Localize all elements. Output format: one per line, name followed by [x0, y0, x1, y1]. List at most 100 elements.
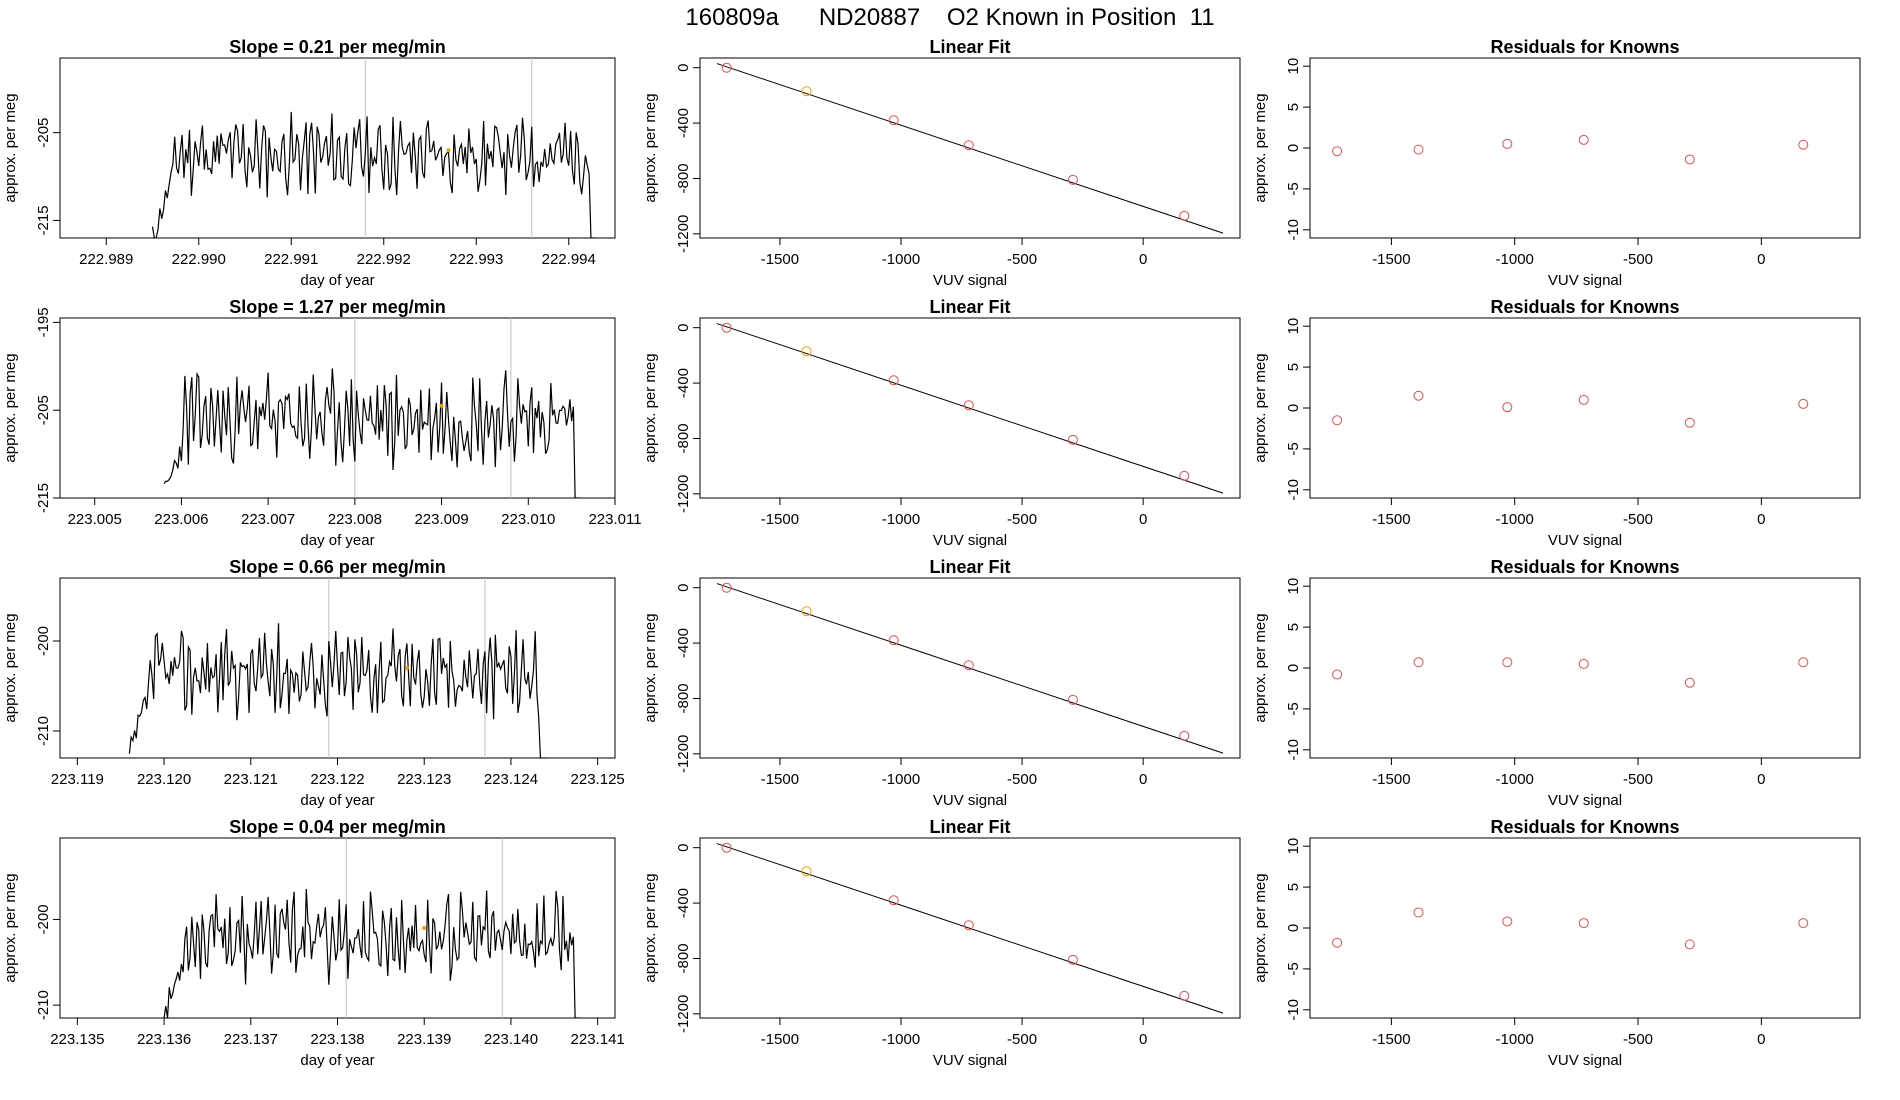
residual-point: [1578, 394, 1589, 405]
linear-fit-panel: Linear Fit VUV signal approx. per meg -1500…: [642, 557, 1241, 809]
linear-fit-title: Linear Fit: [929, 37, 1010, 57]
residuals-title: Residuals for Knowns: [1490, 557, 1679, 577]
fit-point: [1067, 174, 1078, 185]
fit-point: [1179, 990, 1190, 1001]
fit-point: [1067, 434, 1078, 445]
linear-fit-ytick-label: -400: [675, 108, 692, 138]
fit-point: [801, 866, 812, 877]
timeseries-line: [128, 623, 546, 758]
residual-point: [1798, 139, 1809, 150]
residuals-xtick-label: 0: [1757, 1031, 1765, 1048]
fit-point: [721, 842, 732, 853]
linear-fit-frame: [699, 837, 1241, 1019]
linear-fit-xtick-label: -1000: [882, 1031, 920, 1048]
residuals-xtick-label: -1000: [1496, 511, 1534, 528]
timeseries-xtick-label: 223.011: [588, 511, 641, 528]
linear-fit-xtick-label: -1500: [761, 771, 799, 788]
fit-line: [716, 323, 1224, 494]
linear-fit-ytick-label: -1200: [675, 995, 692, 1033]
timeseries-xlabel: day of year: [300, 1052, 374, 1069]
residuals-ytick-label: -5: [1285, 442, 1302, 455]
linear-fit-ylabel: approx. per meg: [642, 613, 659, 722]
residuals-ylabel: approx. per meg: [1252, 93, 1269, 202]
linear-fit-ytick-label: -400: [675, 888, 692, 918]
linear-fit-xtick-label: -500: [1007, 251, 1037, 268]
timeseries-xtick-label: 222.994: [542, 251, 596, 268]
residuals-ylabel: approx. per meg: [1252, 613, 1269, 722]
residuals-ylabel: approx. per meg: [1252, 873, 1269, 982]
residuals-panel: Residuals for Knowns VUV signal approx. pe…: [1252, 297, 1861, 549]
residuals-ytick-label: 5: [1285, 363, 1302, 371]
residuals-xtick-label: -500: [1623, 251, 1653, 268]
residuals-panel: Residuals for Knowns VUV signal approx. pe…: [1252, 817, 1861, 1069]
residuals-frame: [1309, 57, 1861, 239]
residuals-ytick-label: -5: [1285, 702, 1302, 715]
linear-fit-xtick-label: 0: [1139, 511, 1147, 528]
timeseries-highlight-point: [439, 403, 444, 408]
residuals-ytick-label: 0: [1285, 144, 1302, 152]
fit-point: [963, 920, 974, 931]
residuals-xtick-label: -1500: [1372, 251, 1410, 268]
timeseries-ytick-label: -215: [35, 483, 52, 513]
residual-point: [1578, 134, 1589, 145]
residual-point: [1798, 657, 1809, 668]
timeseries-xtick-label: 223.125: [571, 771, 625, 788]
residuals-ytick-label: 0: [1285, 404, 1302, 412]
residuals-ytick-label: 5: [1285, 103, 1302, 111]
timeseries-xtick-label: 223.121: [224, 771, 278, 788]
row-4: Slope = 0.04 per meg/min day of year appro…: [2, 817, 1861, 1069]
fit-point: [721, 62, 732, 73]
residuals-xtick-label: -500: [1623, 1031, 1653, 1048]
linear-fit-xtick-label: -1500: [761, 511, 799, 528]
timeseries-frame: [59, 57, 616, 239]
timeseries-xtick-label: 223.009: [414, 511, 468, 528]
linear-fit-frame: [699, 317, 1241, 499]
linear-fit-panel: Linear Fit VUV signal approx. per meg -1500…: [642, 297, 1241, 549]
timeseries-panel: Slope = 1.27 per meg/min day of year appro…: [2, 297, 642, 549]
residual-point: [1413, 657, 1424, 668]
timeseries-ytick-label: -205: [35, 395, 52, 425]
timeseries-xtick-label: 223.136: [137, 1031, 191, 1048]
residuals-frame: [1309, 837, 1861, 1019]
linear-fit-xtick-label: 0: [1139, 1031, 1147, 1048]
residual-point: [1502, 657, 1513, 668]
residuals-xlabel: VUV signal: [1548, 272, 1622, 289]
linear-fit-ytick-label: -800: [675, 943, 692, 973]
fit-point: [963, 140, 974, 151]
linear-fit-ylabel: approx. per meg: [642, 873, 659, 982]
residual-point: [1332, 146, 1343, 157]
fit-line: [716, 583, 1224, 754]
timeseries-highlight-point: [404, 666, 409, 670]
timeseries-ylabel: approx. per meg: [2, 613, 19, 722]
fit-point: [1179, 210, 1190, 221]
residuals-xtick-label: -1500: [1372, 771, 1410, 788]
timeseries-title: Slope = 0.04 per meg/min: [229, 817, 446, 837]
linear-fit-ylabel: approx. per meg: [642, 353, 659, 462]
row-3: Slope = 0.66 per meg/min day of year appro…: [2, 557, 1861, 809]
residuals-xtick-label: -1000: [1496, 771, 1534, 788]
linear-fit-ytick-label: 0: [675, 324, 692, 332]
timeseries-xtick-label: 223.120: [137, 771, 191, 788]
timeseries-xtick-label: 223.007: [241, 511, 295, 528]
residual-point: [1502, 916, 1513, 927]
timeseries-xlabel: day of year: [300, 532, 374, 549]
fit-point: [888, 115, 899, 126]
linear-fit-title: Linear Fit: [929, 817, 1010, 837]
timeseries-panel: Slope = 0.66 per meg/min day of year appro…: [2, 557, 625, 809]
timeseries-xtick-label: 222.989: [79, 251, 133, 268]
residuals-title: Residuals for Knowns: [1490, 297, 1679, 317]
linear-fit-xtick-label: 0: [1139, 251, 1147, 268]
fit-point: [721, 322, 732, 333]
timeseries-xlabel: day of year: [300, 272, 374, 289]
residual-point: [1578, 918, 1589, 929]
linear-fit-ytick-label: -800: [675, 683, 692, 713]
residuals-xtick-label: -500: [1623, 771, 1653, 788]
timeseries-title: Slope = 0.21 per meg/min: [229, 37, 446, 57]
residuals-ytick-label: -10: [1285, 219, 1302, 241]
timeseries-ytick-label: -200: [35, 904, 52, 934]
residual-point: [1684, 154, 1695, 165]
residuals-ytick-label: -5: [1285, 182, 1302, 195]
residuals-xtick-label: -1500: [1372, 1031, 1410, 1048]
residuals-ytick-label: 10: [1285, 318, 1302, 335]
linear-fit-xtick-label: -500: [1007, 1031, 1037, 1048]
